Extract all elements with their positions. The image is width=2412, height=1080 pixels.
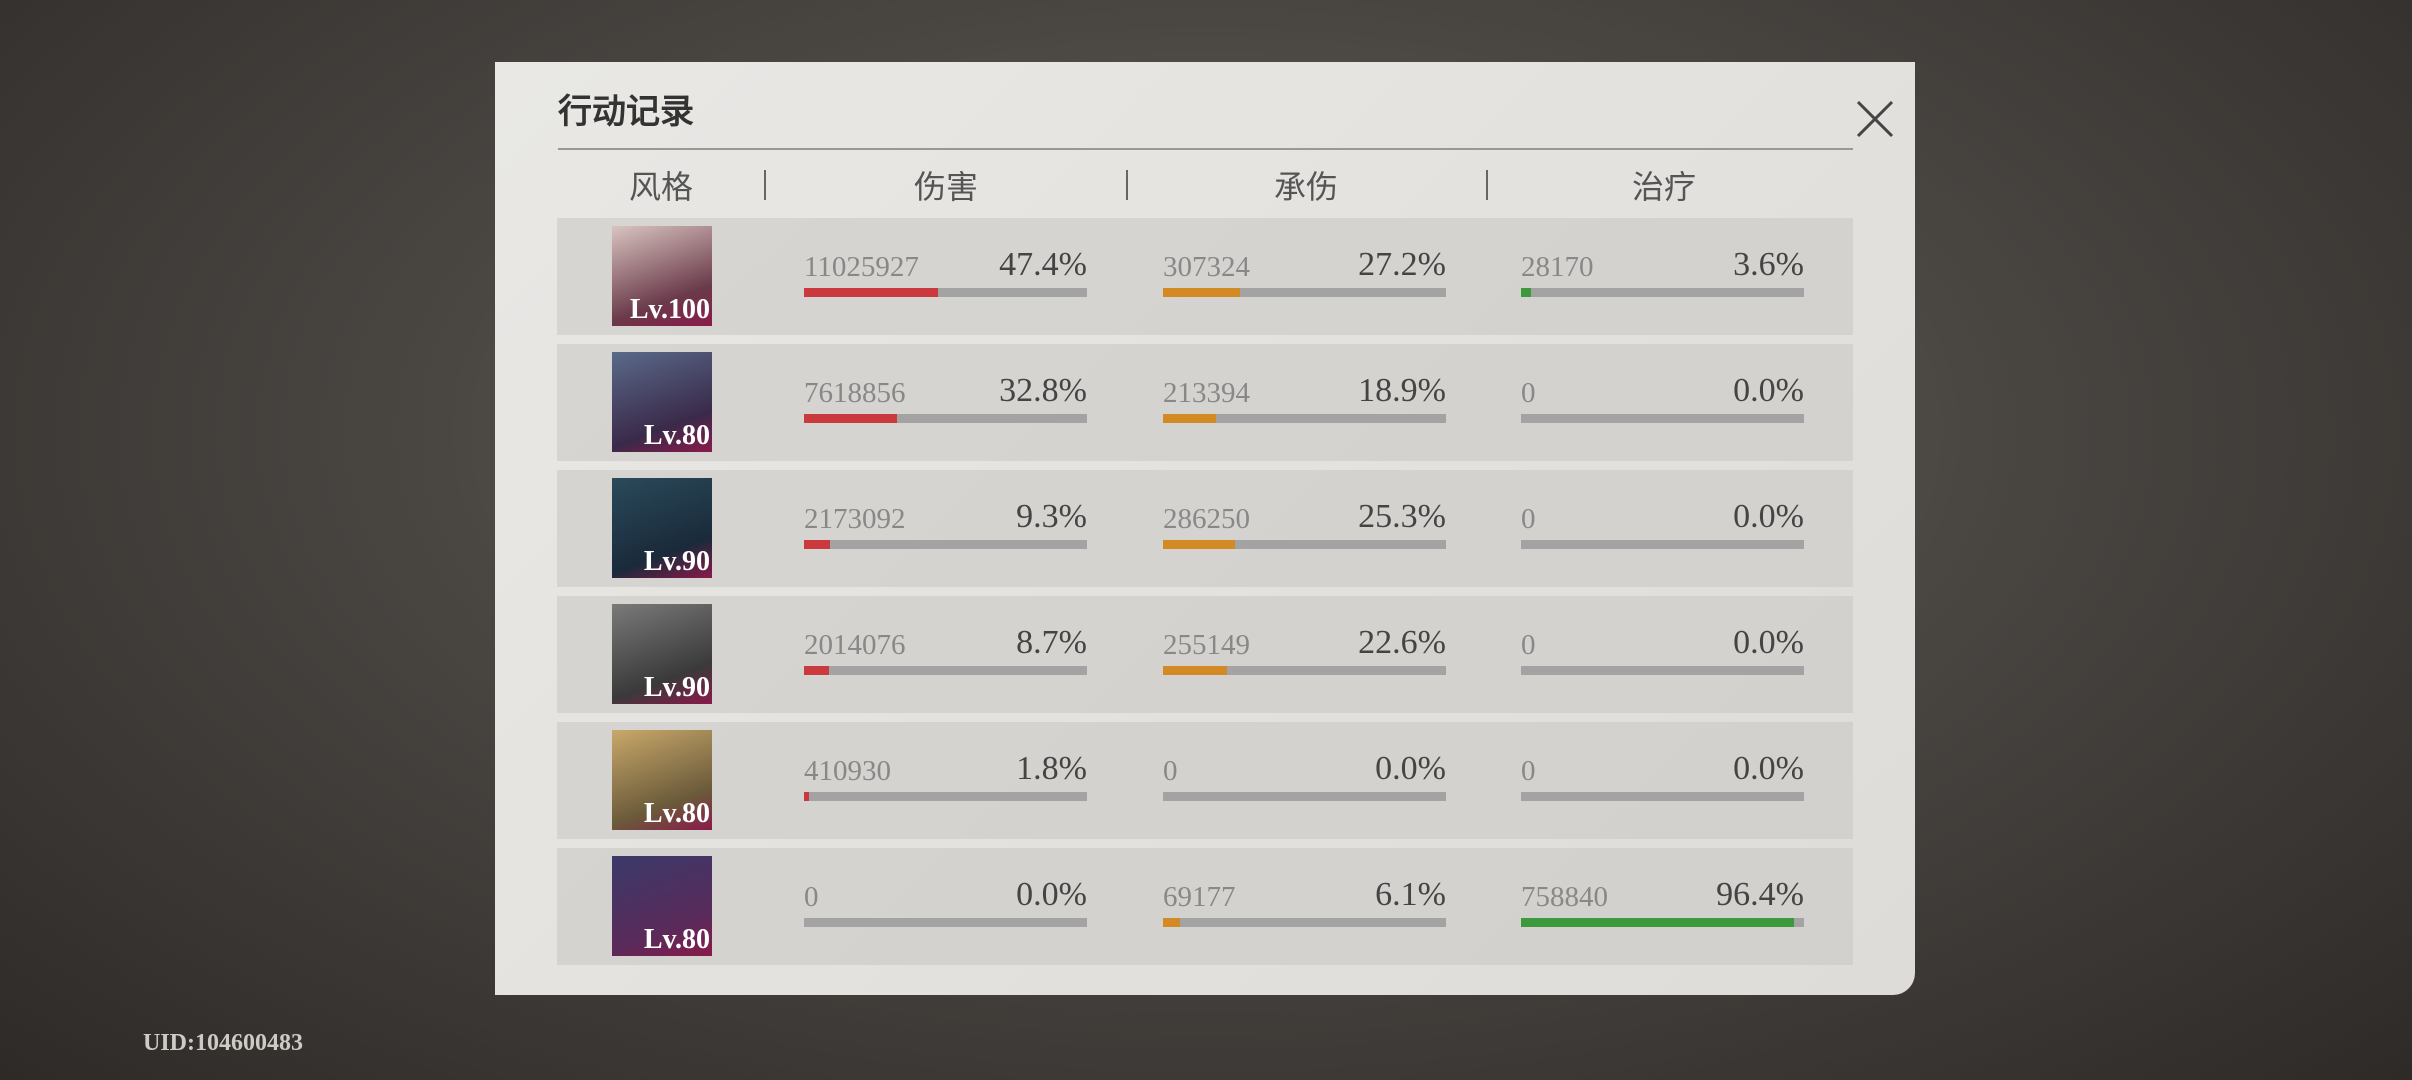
stat-bar: [1521, 918, 1794, 927]
stat-percent: 96.4%: [1716, 876, 1804, 913]
character-avatar: Lv.100: [612, 226, 712, 326]
stat-value: 255149: [1163, 629, 1250, 661]
stat-percent: 0.0%: [1733, 750, 1804, 787]
column-header: 伤害: [913, 169, 979, 205]
character-avatar: Lv.90: [612, 478, 712, 578]
stat-value: 286250: [1163, 503, 1250, 535]
stat-percent: 0.0%: [1733, 624, 1804, 661]
stat-bar: [1163, 288, 1240, 297]
stat-bar: [1163, 918, 1181, 927]
stat-bar: [804, 414, 897, 423]
record-row: Lv.100 11025927 47.4% 307324 27.2% 28170 3.6%: [557, 218, 1853, 335]
uid: UID:104600483: [143, 1030, 303, 1056]
stat-bar: [1163, 666, 1227, 675]
record-row: Lv.80 410930 1.8% 0 0.0% 0 0.0%: [557, 722, 1853, 839]
stat-percent: 1.8%: [1016, 750, 1087, 787]
level: Lv.90: [643, 546, 710, 577]
stat-percent: 9.3%: [1016, 498, 1087, 535]
column-header: 风格: [628, 169, 694, 205]
bar-track: [1163, 666, 1446, 675]
stat-value: 0: [1163, 755, 1178, 787]
bar-track: [804, 288, 1087, 297]
record-row: Lv.80 0 0.0% 69177 6.1% 758840 96.4%: [557, 848, 1853, 965]
stat-value: 2014076: [804, 629, 906, 661]
level: Lv.80: [643, 798, 710, 829]
character-avatar: Lv.80: [612, 856, 712, 956]
column-header: 治疗: [1631, 169, 1697, 205]
character-avatar: Lv.80: [612, 730, 712, 830]
stat-value: 0: [1521, 377, 1536, 409]
title: 行动记录: [558, 94, 694, 131]
record-row: Lv.80 7618856 32.8% 213394 18.9% 0 0.0%: [557, 344, 1853, 461]
bar-track: [1163, 918, 1446, 927]
stat-percent: 6.1%: [1375, 876, 1446, 913]
stat-bar: [1521, 288, 1532, 297]
stat-bar: [804, 540, 831, 549]
stat-bar: [804, 666, 829, 675]
stat-value: 0: [1521, 503, 1536, 535]
stat-value: 0: [1521, 629, 1536, 661]
divider: [558, 148, 1853, 150]
bar-track: [1521, 918, 1804, 927]
record-row: Lv.90 2014076 8.7% 255149 22.6% 0 0.0%: [557, 596, 1853, 713]
stat-percent: 47.4%: [999, 246, 1087, 283]
bar-track: [804, 666, 1087, 675]
bar-track: [1163, 540, 1446, 549]
stat-value: 2173092: [804, 503, 906, 535]
stat-percent: 3.6%: [1733, 246, 1804, 283]
bar-track: [804, 792, 1087, 801]
stat-value: 410930: [804, 755, 891, 787]
character-avatar: Lv.80: [612, 352, 712, 452]
bar-track: [804, 540, 1087, 549]
stat-value: 758840: [1521, 881, 1608, 913]
bar-track: [804, 918, 1087, 927]
stat-bar: [804, 288, 939, 297]
level: Lv.100: [629, 294, 710, 325]
bar-track: [1521, 540, 1804, 549]
close-button[interactable]: [1840, 84, 1910, 154]
stat-value: 69177: [1163, 881, 1236, 913]
bar-track: [1521, 414, 1804, 423]
level: Lv.80: [643, 924, 710, 955]
stat-percent: 22.6%: [1358, 624, 1446, 661]
bar-track: [1163, 288, 1446, 297]
stat-percent: 25.3%: [1358, 498, 1446, 535]
bar-track: [804, 414, 1087, 423]
stat-percent: 32.8%: [999, 372, 1087, 409]
stat-value: 28170: [1521, 251, 1594, 283]
column-separator: [1486, 170, 1488, 200]
stat-bar: [804, 792, 810, 801]
record-row: Lv.90 2173092 9.3% 286250 25.3% 0 0.0%: [557, 470, 1853, 587]
character-avatar: Lv.90: [612, 604, 712, 704]
stat-percent: 18.9%: [1358, 372, 1446, 409]
stat-percent: 0.0%: [1733, 372, 1804, 409]
stat-value: 7618856: [804, 377, 906, 409]
level: Lv.80: [643, 420, 710, 451]
stat-value: 11025927: [804, 251, 919, 283]
stat-bar: [1163, 414, 1217, 423]
bar-track: [1521, 288, 1804, 297]
bar-track: [1163, 414, 1446, 423]
bar-track: [1521, 666, 1804, 675]
stat-value: 0: [804, 881, 819, 913]
stat-percent: 0.0%: [1733, 498, 1804, 535]
stat-percent: 0.0%: [1016, 876, 1087, 913]
panel: 行动记录 风格 伤害 承伤 治疗 Lv.100 11025927 47.4% 307324 27…: [495, 62, 1915, 995]
stat-value: 213394: [1163, 377, 1250, 409]
column-header: 承伤: [1273, 169, 1339, 205]
column-separator: [764, 170, 766, 200]
stat-bar: [1163, 540, 1235, 549]
level: Lv.90: [643, 672, 710, 703]
bar-track: [1163, 792, 1446, 801]
stat-percent: 8.7%: [1016, 624, 1087, 661]
stat-value: 0: [1521, 755, 1536, 787]
bar-track: [1521, 792, 1804, 801]
stat-value: 307324: [1163, 251, 1250, 283]
column-separator: [1126, 170, 1128, 200]
stat-percent: 0.0%: [1375, 750, 1446, 787]
stat-percent: 27.2%: [1358, 246, 1446, 283]
